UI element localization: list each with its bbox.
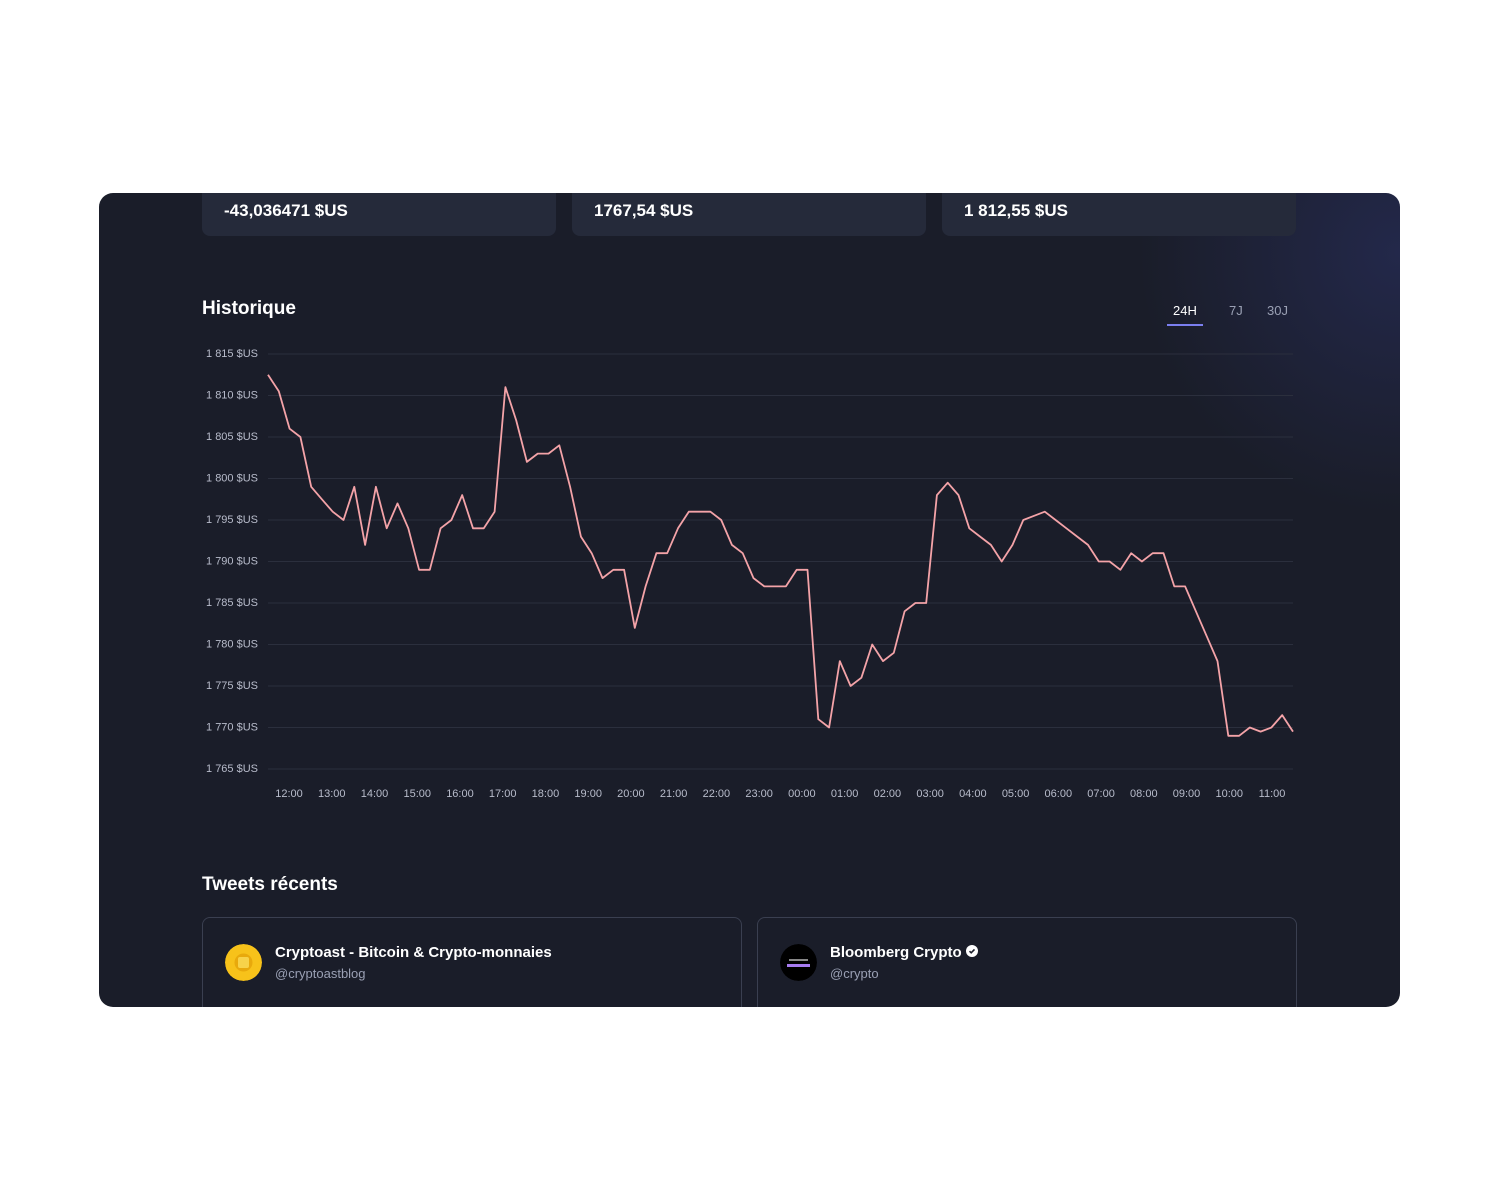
y-tick-label: 1 770 $US	[206, 721, 258, 733]
tweet-card[interactable]: Cryptoast - Bitcoin & Crypto-monnaies @c…	[202, 917, 742, 1007]
price-line	[267, 374, 1294, 737]
section-title: Tweets récents	[202, 874, 338, 895]
x-tick-label: 21:00	[660, 788, 688, 800]
stat-card: 1 812,55 $US	[942, 193, 1296, 236]
avatar	[225, 944, 262, 981]
stat-value: -43,036471 $US	[224, 201, 348, 220]
stat-card: -43,036471 $US	[202, 193, 556, 236]
account-handle: @crypto	[830, 966, 879, 981]
chart: 1 815 $US 1 810 $US 1 805 $US 1 800 $US 1 79…	[206, 348, 1294, 800]
x-tick-label: 13:00	[318, 788, 346, 800]
x-tick-label: 07:00	[1087, 788, 1115, 800]
x-tick-label: 18:00	[532, 788, 560, 800]
x-tick-label: 12:00	[275, 788, 303, 800]
x-tick-label: 02:00	[874, 788, 902, 800]
section-title: Historique	[202, 298, 296, 319]
panel: -43,036471 $US 1767,54 $US 1 812,55 $US …	[99, 193, 1400, 1007]
y-tick-label: 1 785 $US	[206, 597, 258, 609]
account-handle: @cryptoastblog	[275, 966, 366, 981]
y-tick-label: 1 805 $US	[206, 431, 258, 443]
x-tick-label: 03:00	[916, 788, 944, 800]
x-tick-label: 17:00	[489, 788, 517, 800]
x-tick-label: 08:00	[1130, 788, 1158, 800]
x-tick-label: 06:00	[1045, 788, 1073, 800]
x-tick-label: 15:00	[403, 788, 431, 800]
tweet-card[interactable]: Bloomberg Crypto @crypto	[757, 917, 1297, 1007]
account-name: Cryptoast - Bitcoin & Crypto-monnaies	[275, 944, 552, 961]
range-tab[interactable]: 30J	[1267, 303, 1288, 318]
y-tick-label: 1 800 $US	[206, 472, 258, 484]
x-tick-label: 10:00	[1216, 788, 1244, 800]
y-tick-label: 1 795 $US	[206, 514, 258, 526]
x-tick-label: 05:00	[1002, 788, 1030, 800]
y-tick-label: 1 780 $US	[206, 638, 258, 650]
range-tab[interactable]: 24H	[1167, 303, 1203, 326]
x-tick-label: 16:00	[446, 788, 474, 800]
x-tick-label: 09:00	[1173, 788, 1201, 800]
y-tick-label: 1 790 $US	[206, 555, 258, 567]
x-tick-label: 23:00	[745, 788, 773, 800]
x-tick-label: 00:00	[788, 788, 816, 800]
y-tick-label: 1 775 $US	[206, 680, 258, 692]
avatar	[780, 944, 817, 981]
x-tick-label: 14:00	[361, 788, 389, 800]
account-name: Bloomberg Crypto	[830, 944, 978, 961]
stat-card: 1767,54 $US	[572, 193, 926, 236]
stat-value: 1 812,55 $US	[964, 201, 1068, 220]
x-tick-label: 19:00	[574, 788, 602, 800]
y-tick-label: 1 810 $US	[206, 389, 258, 401]
x-tick-label: 11:00	[1259, 788, 1286, 800]
range-tab[interactable]: 7J	[1229, 303, 1243, 318]
x-tick-label: 20:00	[617, 788, 645, 800]
stat-value: 1767,54 $US	[594, 201, 694, 220]
verified-badge	[965, 945, 978, 957]
account-name-text: Bloomberg Crypto	[830, 944, 962, 961]
x-tick-label: 01:00	[831, 788, 859, 800]
x-tick-label: 04:00	[959, 788, 987, 800]
x-tick-label: 22:00	[703, 788, 731, 800]
y-tick-label: 1 765 $US	[206, 763, 258, 775]
y-tick-label: 1 815 $US	[206, 348, 258, 360]
